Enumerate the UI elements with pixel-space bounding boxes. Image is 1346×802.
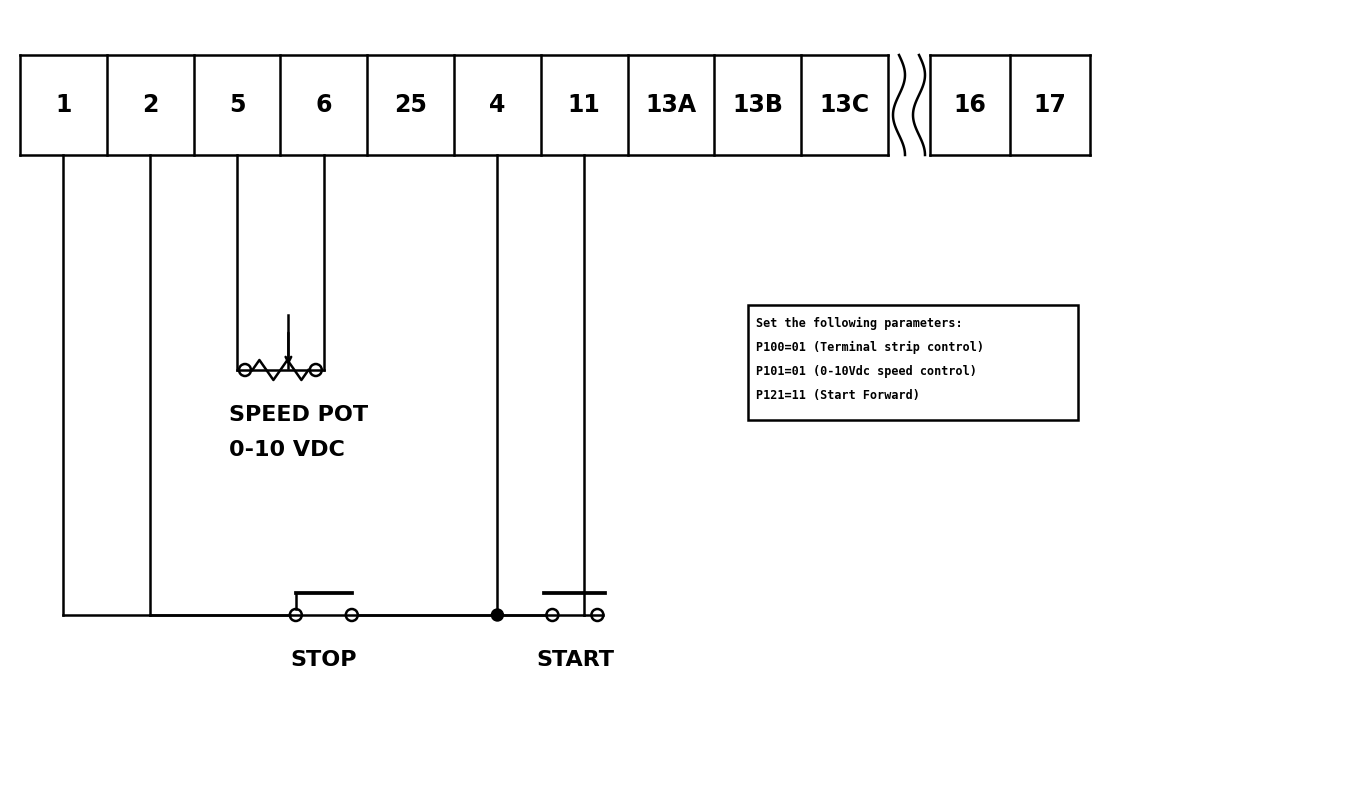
Text: 2: 2 [143,93,159,117]
Text: Set the following parameters:: Set the following parameters: [756,317,962,330]
Text: 13A: 13A [646,93,697,117]
Text: STOP: STOP [291,650,357,670]
Text: P100=01 (Terminal strip control): P100=01 (Terminal strip control) [756,341,984,354]
Text: P101=01 (0-10Vdc speed control): P101=01 (0-10Vdc speed control) [756,365,977,378]
Bar [748,305,1078,420]
Text: 25: 25 [394,93,427,117]
Text: 1: 1 [55,93,71,117]
Text: 13B: 13B [732,93,783,117]
Circle shape [491,609,503,621]
Text: 16: 16 [953,93,987,117]
Text: P121=11 (Start Forward): P121=11 (Start Forward) [756,389,919,402]
Text: 11: 11 [568,93,600,117]
Text: START: START [536,650,614,670]
Text: 13C: 13C [820,93,870,117]
Text: 17: 17 [1034,93,1066,117]
Text: 6: 6 [315,93,332,117]
Text: 4: 4 [489,93,506,117]
Text: SPEED POT: SPEED POT [229,405,367,425]
Text: 5: 5 [229,93,245,117]
Text: 0-10 VDC: 0-10 VDC [229,440,345,460]
